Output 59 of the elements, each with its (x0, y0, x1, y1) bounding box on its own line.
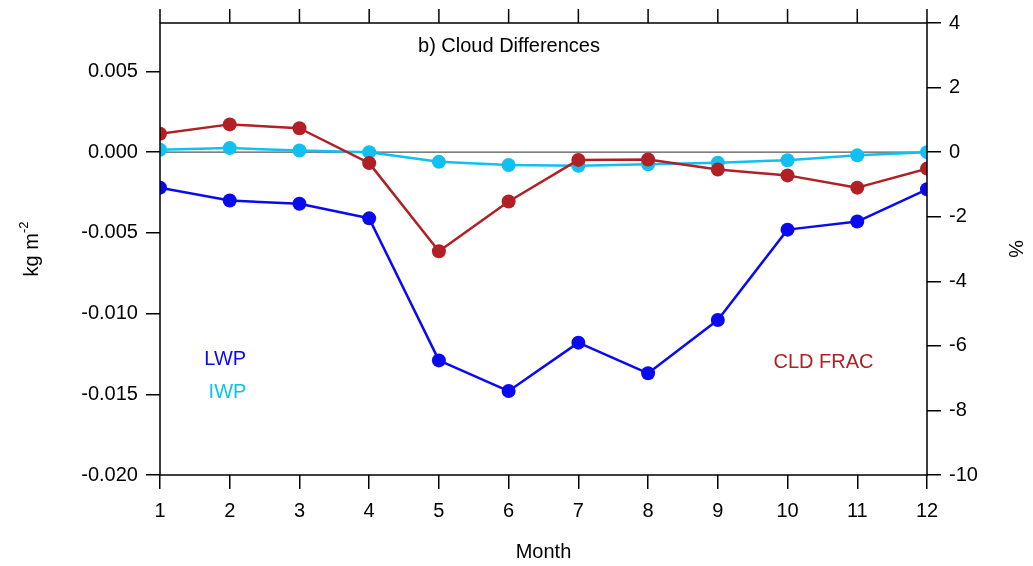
y-tick-label: 0.000 (87, 139, 138, 162)
y2-tick-label: -4 (949, 268, 967, 291)
point (571, 335, 586, 350)
y2-tick-label: -6 (949, 333, 967, 356)
point (222, 141, 237, 156)
point (710, 162, 725, 177)
point (850, 214, 865, 229)
point (362, 211, 377, 226)
text: IWP (208, 380, 247, 403)
y2-tick-label: 0 (949, 139, 961, 162)
y-tick-label: 0.005 (87, 58, 138, 81)
y-tick-label: -0.015 (81, 381, 138, 404)
x-tick-label: 11 (846, 498, 868, 521)
point (641, 366, 656, 381)
x-tick-label: 9 (712, 498, 724, 521)
y-tick-label: -0.020 (81, 462, 138, 485)
x-tick-label: 5 (433, 498, 445, 521)
point (850, 180, 865, 195)
point (292, 121, 307, 136)
point (431, 353, 446, 368)
point (850, 148, 865, 163)
x-tick-label: 6 (503, 498, 515, 521)
point (222, 193, 237, 208)
point (501, 384, 516, 399)
point (641, 152, 656, 167)
text: CLD FRAC (773, 349, 874, 372)
point (431, 154, 446, 169)
y2-tick-label: -2 (949, 204, 967, 227)
y2-axis-title: % (1005, 240, 1028, 259)
point (710, 313, 725, 328)
point (780, 153, 795, 168)
x-tick-label: 1 (154, 498, 166, 521)
point (362, 156, 377, 171)
x-tick-label: 12 (915, 498, 939, 521)
y2-tick-label: 4 (949, 10, 961, 33)
point (571, 152, 586, 167)
y-tick-label: -0.010 (81, 301, 138, 324)
x-tick-label: 4 (363, 498, 375, 521)
y2-tick-label: -10 (949, 462, 978, 485)
x-tick-label: 8 (642, 498, 654, 521)
y-tick-label: -0.005 (81, 220, 138, 243)
point (222, 117, 237, 132)
x-axis-title: Month (515, 539, 572, 562)
point (501, 158, 516, 173)
x-tick-label: 3 (293, 498, 306, 521)
x-tick-label: 2 (224, 498, 236, 521)
x-tick-label: 10 (776, 498, 799, 521)
point (292, 143, 307, 158)
point (292, 196, 307, 211)
point (780, 168, 795, 183)
point (780, 222, 795, 237)
x-tick-label: 7 (572, 498, 584, 521)
point (501, 194, 516, 209)
text: b) Cloud Differences (418, 33, 600, 56)
point (431, 244, 446, 259)
text: LWP (204, 347, 247, 370)
y-axis-title: kg m-2 (15, 221, 42, 277)
y2-tick-label: 2 (949, 75, 961, 98)
y2-tick-label: -8 (949, 397, 967, 420)
